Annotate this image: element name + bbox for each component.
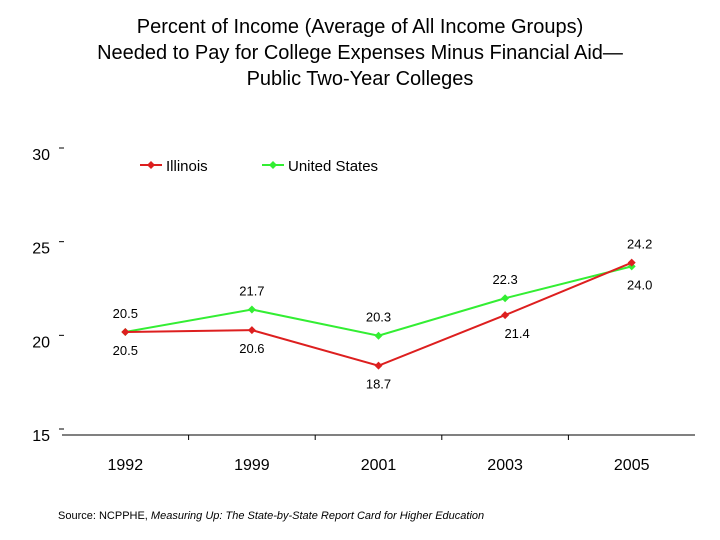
- data-label-united-states: 22.3: [492, 272, 517, 287]
- data-label-united-states: 20.3: [366, 310, 391, 325]
- source-note: Source: NCPPHE, Measuring Up: The State-…: [58, 510, 484, 522]
- source-prefix: Source: NCPPHE,: [58, 510, 151, 522]
- chart-title-line-2: Needed to Pay for College Expenses Minus…: [97, 42, 623, 64]
- data-point: [501, 294, 510, 303]
- data-label-illinois: 20.5: [113, 343, 138, 358]
- x-tick-label: 2001: [361, 457, 397, 474]
- data-label-united-states: 21.7: [239, 283, 264, 298]
- series-line-united-states: [125, 265, 632, 337]
- data-point: [374, 331, 383, 340]
- y-tick-label: 30: [32, 147, 50, 164]
- data-label-united-states: 24.0: [627, 277, 652, 292]
- y-tick-label: 15: [32, 428, 50, 445]
- chart-title: Percent of Income (Average of All Income…: [0, 14, 720, 92]
- data-point: [247, 326, 256, 335]
- legend-swatch-marker: [269, 161, 277, 169]
- source-title: Measuring Up: The State-by-State Report …: [150, 510, 485, 522]
- data-label-illinois: 20.6: [239, 341, 264, 356]
- x-tick-label: 2003: [487, 457, 523, 474]
- data-point: [247, 305, 256, 314]
- data-point: [374, 361, 383, 370]
- y-tick-label: 20: [32, 334, 50, 351]
- chart-title-line-3: Public Two-Year Colleges: [246, 68, 474, 90]
- data-point: [121, 327, 130, 336]
- data-label-illinois: 18.7: [366, 377, 391, 392]
- data-label-illinois: 24.2: [627, 237, 652, 252]
- data-point: [501, 311, 510, 320]
- legend-label: United States: [288, 158, 378, 175]
- legend-label: Illinois: [166, 158, 208, 175]
- x-tick-label: 1992: [108, 457, 144, 474]
- chart-title-line-1: Percent of Income (Average of All Income…: [136, 16, 584, 38]
- data-label-united-states: 20.5: [113, 306, 138, 321]
- data-point: [627, 258, 636, 267]
- legend-swatch-marker: [147, 161, 155, 169]
- x-tick-label: 2005: [614, 457, 650, 474]
- y-tick-label: 25: [32, 241, 50, 258]
- data-label-illinois: 21.4: [504, 326, 529, 341]
- x-tick-label: 1999: [234, 457, 270, 474]
